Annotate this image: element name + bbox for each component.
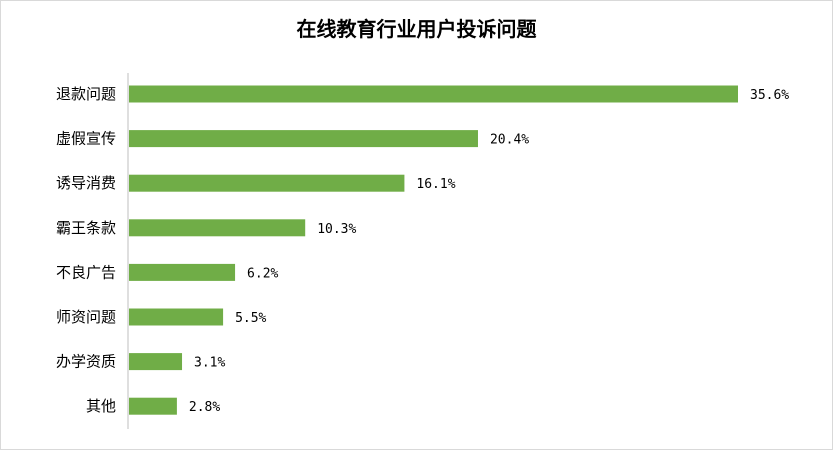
bar bbox=[129, 219, 306, 237]
bar bbox=[129, 174, 405, 192]
bar bbox=[129, 130, 478, 148]
bar bbox=[129, 397, 177, 415]
category-label: 办学资质 bbox=[56, 353, 116, 371]
data-label: 5.5% bbox=[235, 311, 266, 326]
data-label: 2.8% bbox=[189, 400, 220, 415]
category-label: 不良广告 bbox=[56, 263, 116, 281]
category-label: 师资问题 bbox=[56, 308, 116, 326]
chart-title: 在线教育行业用户投诉问题 bbox=[296, 17, 537, 41]
bar bbox=[129, 308, 224, 326]
data-label: 10.3% bbox=[317, 222, 356, 237]
category-label: 霸王条款 bbox=[56, 219, 116, 237]
data-label: 35.6% bbox=[750, 88, 789, 103]
category-label: 虚假宣传 bbox=[56, 130, 116, 148]
bar bbox=[129, 85, 738, 103]
category-label: 退款问题 bbox=[56, 85, 116, 103]
category-label: 诱导消费 bbox=[56, 174, 116, 192]
data-label: 3.1% bbox=[194, 356, 225, 371]
bar bbox=[129, 263, 236, 281]
bar bbox=[129, 353, 183, 371]
data-label: 16.1% bbox=[416, 177, 455, 192]
category-label: 其他 bbox=[86, 397, 116, 415]
data-label: 20.4% bbox=[490, 133, 529, 148]
data-label: 6.2% bbox=[247, 266, 278, 281]
